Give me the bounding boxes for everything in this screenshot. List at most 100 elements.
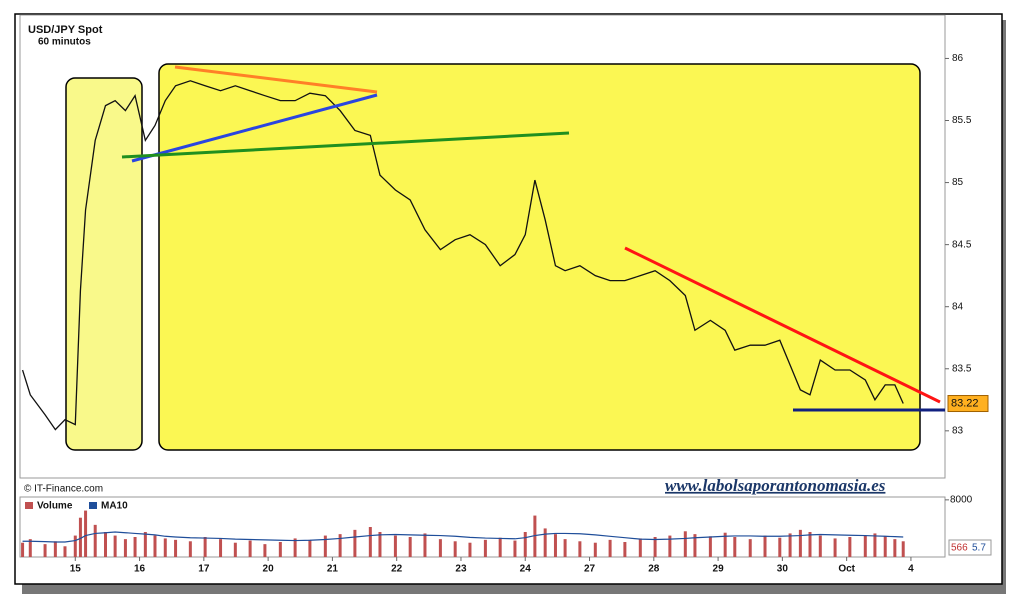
x-tick-label: 30 xyxy=(777,564,789,575)
y-tick-label: 84.5 xyxy=(952,239,972,250)
volume-bar xyxy=(668,535,672,557)
volume-bar xyxy=(653,537,657,557)
volume-bar xyxy=(693,534,697,557)
legend-label: MA10 xyxy=(101,501,128,512)
volume-bar xyxy=(523,532,527,557)
volume-bar xyxy=(84,510,88,557)
volume-bar xyxy=(808,532,812,557)
volume-bar xyxy=(893,539,897,557)
volume-bar xyxy=(818,535,822,557)
volume-bar xyxy=(43,544,47,557)
x-tick-label: Oct xyxy=(838,564,855,575)
volume-bar xyxy=(778,537,782,557)
volume-bar xyxy=(278,542,282,557)
volume-bar xyxy=(163,538,167,557)
volume-bar xyxy=(133,537,137,557)
y-tick-label: 83 xyxy=(952,425,964,436)
volume-bar xyxy=(338,534,342,557)
volume-bar xyxy=(219,539,223,557)
watermark: www.labolsaporantonomasia.es xyxy=(665,476,886,495)
volume-bar xyxy=(353,529,357,557)
volume-bar xyxy=(901,541,905,557)
y-tick-label: 85 xyxy=(952,177,964,188)
x-tick-label: 17 xyxy=(198,564,210,575)
volume-bar xyxy=(683,531,687,557)
y-tick-label: 84 xyxy=(952,301,964,312)
volume-bar xyxy=(28,539,32,557)
volume-panel xyxy=(19,496,946,558)
volume-bar xyxy=(748,539,752,557)
price-line xyxy=(21,80,904,431)
x-tick-label: 15 xyxy=(70,564,82,575)
chart-title: USD/JPY Spot xyxy=(28,24,103,36)
highlight-box xyxy=(158,63,921,451)
volume-bar xyxy=(513,540,517,557)
volume-bar xyxy=(53,541,57,557)
volume-bar xyxy=(593,542,597,557)
volume-bar xyxy=(308,539,312,557)
volume-bar xyxy=(438,539,442,557)
volume-bar xyxy=(623,542,627,557)
volume-bar xyxy=(123,539,127,557)
x-tick-label: 23 xyxy=(455,564,467,575)
highlight-box xyxy=(65,77,143,451)
volume-bar xyxy=(203,537,207,557)
y-tick-label: 8000 xyxy=(950,494,973,505)
volume-bar xyxy=(188,541,192,557)
trendline xyxy=(624,246,941,404)
x-tick-label: 16 xyxy=(134,564,146,575)
x-tick-label: 22 xyxy=(391,564,403,575)
x-tick-label: 21 xyxy=(327,564,339,575)
volume-bar xyxy=(408,537,412,557)
volume-bar xyxy=(578,541,582,557)
volume-bar xyxy=(833,538,837,557)
volume-bar xyxy=(638,538,642,557)
volume-bar xyxy=(233,542,237,557)
volume-bar xyxy=(73,535,77,557)
volume-bar xyxy=(883,536,887,557)
volume-bar xyxy=(563,539,567,557)
volume-bar xyxy=(848,537,852,557)
volume-bar xyxy=(873,533,877,557)
chart-subtitle: 60 minutos xyxy=(38,37,91,48)
volume-bar xyxy=(733,537,737,557)
volume-bar xyxy=(468,542,472,557)
volume-bar xyxy=(788,533,792,557)
volume-bar xyxy=(248,540,252,557)
x-tick-label: 24 xyxy=(520,564,532,575)
volume-bar xyxy=(393,535,397,557)
legend-swatch xyxy=(89,502,97,509)
volume-bar xyxy=(453,541,457,557)
volume-bar xyxy=(368,527,372,557)
volume-bar xyxy=(293,538,297,557)
volume-bar xyxy=(113,535,117,557)
trendline xyxy=(174,65,378,94)
volume-bar xyxy=(21,542,25,557)
x-tick-label: 27 xyxy=(584,564,596,575)
volume-bar xyxy=(483,539,487,557)
volume-bar xyxy=(423,533,427,557)
volume-bar xyxy=(153,535,157,557)
volume-bar xyxy=(723,532,727,557)
x-tick-label: 4 xyxy=(908,564,914,575)
volume-bar xyxy=(763,535,767,557)
credit: © IT-Finance.com xyxy=(24,484,103,495)
ma-line xyxy=(22,531,904,543)
volume-bar xyxy=(78,517,82,557)
trendline xyxy=(121,131,570,159)
y-tick-label: 86 xyxy=(952,53,964,64)
legend-label: Volume xyxy=(37,501,73,512)
volume-bar xyxy=(798,529,802,557)
trendline xyxy=(131,93,378,163)
volume-bar xyxy=(863,535,867,557)
volume-bar xyxy=(174,539,178,557)
x-tick-label: 29 xyxy=(713,564,725,575)
volume-bar xyxy=(553,534,557,557)
volume-bar xyxy=(533,515,537,557)
last-price-box xyxy=(947,395,989,413)
volume-bar xyxy=(608,539,612,557)
volume-bar xyxy=(103,532,107,557)
last-price-label: 83.22 xyxy=(951,397,979,409)
volume-bar xyxy=(708,536,712,557)
